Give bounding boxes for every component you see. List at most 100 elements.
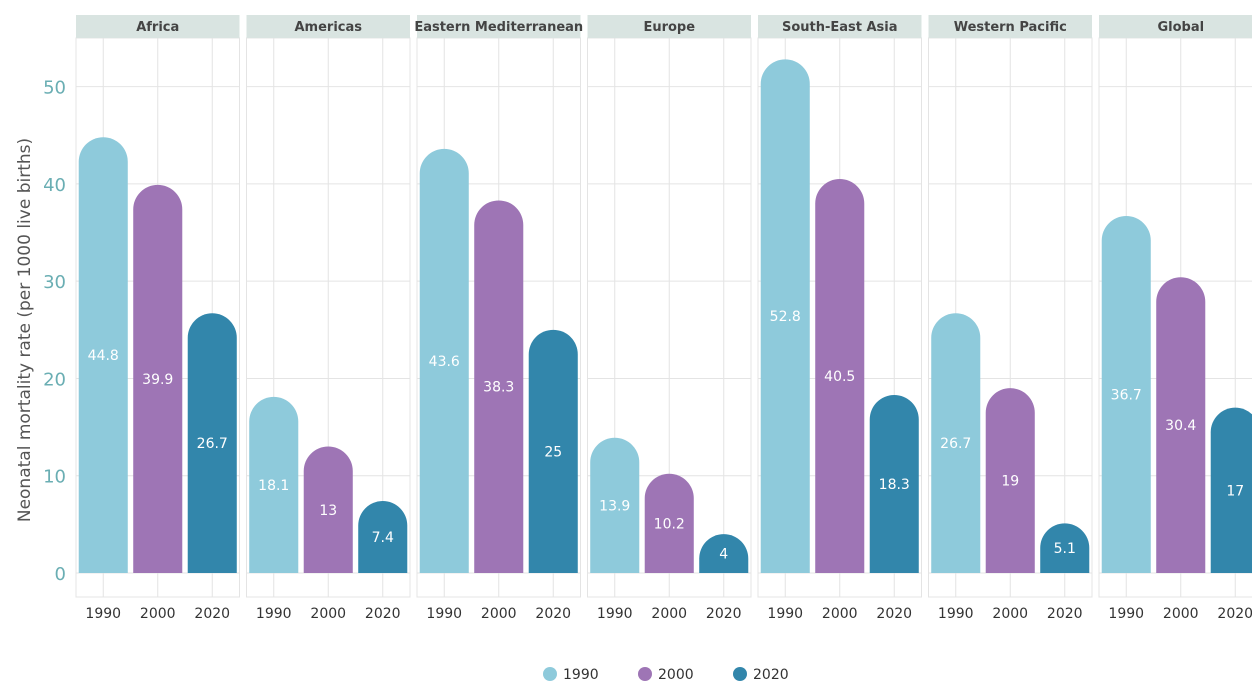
y-axis: 0 10 20 30 40 50 — [43, 78, 66, 585]
panel-title: Western Pacific — [954, 20, 1067, 35]
x-tick-label: 2020 — [535, 606, 571, 622]
legend: 1990 2000 2020 — [543, 667, 789, 682]
x-tick-label: 2020 — [365, 606, 401, 622]
bar-global-2000 — [1156, 277, 1206, 573]
bar-africa-2020 — [187, 313, 237, 573]
panel-strip — [417, 15, 581, 38]
panel-title: Europe — [643, 20, 695, 35]
panel-strip — [76, 15, 240, 38]
bar-value-label: 38.3 — [483, 380, 514, 396]
bar-global-1990 — [1101, 216, 1151, 573]
y-axis-label: Neonatal mortality rate (per 1000 live b… — [15, 138, 35, 522]
panel-western-pacific: Western Pacific 26.7 1990 19 2000 5.1 2020 — [928, 15, 1093, 622]
x-tick-label: 2020 — [706, 606, 742, 622]
x-tick-label: 2000 — [481, 606, 517, 622]
x-tick-label: 2020 — [1217, 606, 1252, 622]
x-tick-label: 2000 — [140, 606, 176, 622]
panel-americas: Americas 18.1 1990 13 2000 7.4 2020 — [246, 15, 411, 622]
x-tick-label: 2000 — [651, 606, 687, 622]
x-tick-label: 2020 — [1047, 606, 1083, 622]
bar-value-label: 52.8 — [770, 309, 801, 325]
bar-value-label: 13 — [319, 503, 337, 519]
legend-label: 2020 — [753, 667, 789, 682]
panel-europe: Europe 13.9 1990 10.2 2000 4 2020 — [587, 15, 752, 622]
panels: Africa 44.8 1990 39.9 2000 26.7 2020 Americas 18… — [75, 15, 1252, 622]
legend-label: 1990 — [563, 667, 599, 682]
bar-value-label: 36.7 — [1111, 388, 1142, 404]
panel-title: Americas — [294, 20, 362, 35]
x-tick-label: 2020 — [876, 606, 912, 622]
x-tick-label: 2000 — [1163, 606, 1199, 622]
panel-eastern-mediterranean: Eastern Mediterranean 43.6 1990 38.3 2000 25 2… — [414, 15, 583, 622]
bar-south-east-asia-1990 — [760, 59, 810, 574]
panel-title: Eastern Mediterranean — [414, 20, 583, 35]
legend-item-2000: 2000 — [638, 667, 694, 682]
y-tick-label: 10 — [43, 467, 66, 488]
x-tick-label: 1990 — [85, 606, 121, 622]
bar-global-2020 — [1210, 407, 1252, 573]
y-tick-label: 20 — [43, 369, 66, 390]
bar-africa-2000 — [133, 184, 183, 573]
bar-africa-1990 — [78, 137, 128, 573]
bar-value-label: 43.6 — [429, 354, 460, 370]
bar-eastern-mediterranean-2020 — [528, 329, 578, 573]
bar-south-east-asia-2000 — [815, 179, 865, 573]
legend-swatch — [638, 667, 652, 681]
bar-americas-2000 — [303, 446, 353, 573]
bar-value-label: 17 — [1226, 483, 1244, 499]
x-tick-label: 1990 — [767, 606, 803, 622]
bar-western-pacific-2000 — [985, 388, 1035, 573]
bar-value-label: 18.1 — [258, 478, 289, 494]
bar-value-label: 30.4 — [1165, 418, 1196, 434]
bar-value-label: 25 — [544, 444, 562, 460]
panel-strip — [246, 15, 410, 38]
bar-americas-1990 — [249, 396, 299, 573]
bar-value-label: 7.4 — [372, 530, 394, 546]
y-tick-label: 50 — [43, 78, 66, 99]
bar-value-label: 19 — [1001, 474, 1019, 490]
x-tick-label: 1990 — [256, 606, 292, 622]
panel-africa: Africa 44.8 1990 39.9 2000 26.7 2020 — [75, 15, 240, 622]
x-tick-label: 2000 — [992, 606, 1028, 622]
legend-label: 2000 — [658, 667, 694, 682]
bar-europe-1990 — [590, 437, 640, 573]
legend-swatch — [733, 667, 747, 681]
x-tick-label: 2000 — [310, 606, 346, 622]
y-tick-label: 40 — [43, 175, 66, 196]
panel-global: Global 36.7 1990 30.4 2000 17 2020 — [1098, 15, 1252, 622]
panel-title: South-East Asia — [782, 20, 898, 35]
panel-title: Africa — [136, 20, 179, 35]
y-tick-label: 30 — [43, 272, 66, 293]
bar-value-label: 26.7 — [197, 436, 228, 452]
bar-europe-2000 — [644, 473, 694, 573]
x-tick-label: 1990 — [1108, 606, 1144, 622]
bar-eastern-mediterranean-1990 — [419, 148, 469, 573]
bar-value-label: 26.7 — [940, 436, 971, 452]
bar-value-label: 5.1 — [1054, 541, 1076, 557]
legend-swatch — [543, 667, 557, 681]
bar-value-label: 40.5 — [824, 369, 855, 385]
panel-south-east-asia: South-East Asia 52.8 1990 40.5 2000 18.3 2020 — [757, 15, 922, 622]
bar-value-label: 10.2 — [654, 516, 685, 532]
bar-value-label: 18.3 — [879, 477, 910, 493]
x-tick-label: 2020 — [194, 606, 230, 622]
bar-value-label: 13.9 — [599, 498, 630, 514]
bar-eastern-mediterranean-2000 — [474, 200, 524, 573]
panel-strip — [928, 15, 1092, 38]
bar-value-label: 39.9 — [142, 372, 173, 388]
bar-value-label: 4 — [719, 547, 728, 563]
y-tick-label: 0 — [55, 564, 66, 585]
bar-europe-2020 — [699, 534, 749, 573]
panel-strip — [587, 15, 751, 38]
legend-item-2020: 2020 — [733, 667, 789, 682]
bar-western-pacific-2020 — [1040, 523, 1090, 573]
x-tick-label: 1990 — [597, 606, 633, 622]
bar-value-label: 44.8 — [88, 348, 119, 364]
x-tick-label: 1990 — [938, 606, 974, 622]
panel-title: Global — [1157, 20, 1204, 35]
x-tick-label: 1990 — [426, 606, 462, 622]
bar-americas-2020 — [358, 501, 408, 573]
panel-strip — [1099, 15, 1252, 38]
legend-item-1990: 1990 — [543, 667, 599, 682]
